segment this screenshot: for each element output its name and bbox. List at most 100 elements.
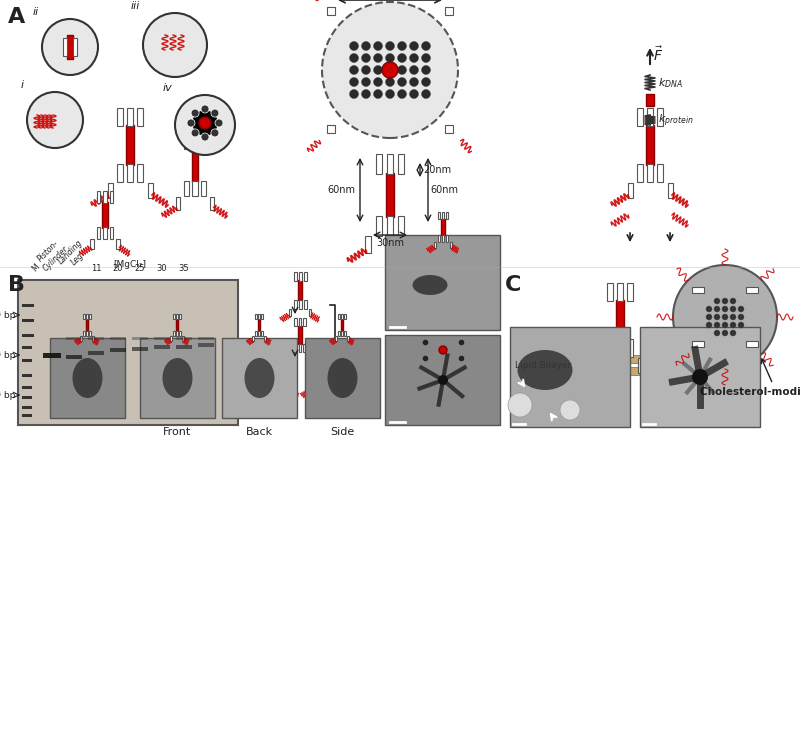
Text: 60nm: 60nm bbox=[430, 185, 458, 195]
Bar bbox=[303, 299, 306, 309]
Bar bbox=[22, 304, 34, 307]
Bar bbox=[88, 351, 104, 355]
Bar bbox=[308, 352, 310, 359]
Circle shape bbox=[386, 90, 394, 98]
Circle shape bbox=[438, 375, 448, 385]
Bar bbox=[86, 319, 88, 331]
Bar bbox=[438, 212, 440, 220]
Text: 30nm: 30nm bbox=[376, 238, 404, 248]
Bar bbox=[176, 331, 178, 336]
Bar bbox=[97, 191, 101, 203]
Bar bbox=[147, 182, 153, 198]
Bar bbox=[646, 94, 654, 106]
Circle shape bbox=[738, 314, 744, 320]
Bar bbox=[386, 216, 394, 236]
Circle shape bbox=[422, 90, 430, 98]
Bar bbox=[50, 338, 125, 418]
Circle shape bbox=[422, 41, 430, 51]
Bar bbox=[385, 235, 500, 330]
Bar bbox=[510, 327, 630, 427]
Circle shape bbox=[714, 314, 720, 320]
Text: 20: 20 bbox=[113, 264, 123, 273]
Bar bbox=[616, 300, 624, 340]
Bar bbox=[607, 339, 613, 357]
Bar bbox=[746, 341, 758, 347]
Bar bbox=[598, 357, 602, 373]
Bar bbox=[434, 242, 436, 248]
Bar bbox=[22, 359, 32, 362]
Bar bbox=[201, 134, 206, 149]
Text: Side: Side bbox=[330, 427, 354, 437]
Circle shape bbox=[362, 65, 370, 74]
Bar bbox=[277, 388, 279, 393]
Bar bbox=[281, 381, 282, 388]
Bar bbox=[179, 314, 181, 319]
Bar bbox=[110, 337, 126, 340]
Bar bbox=[284, 362, 286, 368]
Bar bbox=[137, 164, 143, 182]
Bar bbox=[22, 346, 32, 349]
Circle shape bbox=[42, 19, 98, 75]
Bar bbox=[647, 164, 653, 182]
Bar bbox=[344, 314, 346, 319]
Circle shape bbox=[410, 41, 418, 51]
Text: 60nm: 60nm bbox=[327, 185, 355, 195]
Circle shape bbox=[422, 54, 430, 62]
Bar bbox=[192, 148, 198, 182]
Bar bbox=[110, 348, 126, 352]
Bar bbox=[116, 240, 120, 249]
Bar bbox=[289, 309, 291, 316]
Circle shape bbox=[714, 306, 720, 312]
Text: Cholesterol-modified DNA: Cholesterol-modified DNA bbox=[700, 359, 800, 397]
Bar bbox=[261, 314, 263, 319]
Bar bbox=[264, 336, 266, 341]
Bar bbox=[386, 154, 394, 174]
Circle shape bbox=[508, 393, 532, 417]
Circle shape bbox=[175, 95, 235, 155]
Bar bbox=[446, 7, 454, 15]
Circle shape bbox=[362, 77, 370, 87]
Bar bbox=[261, 331, 263, 336]
Bar bbox=[176, 345, 192, 349]
Bar bbox=[258, 319, 260, 331]
Bar bbox=[450, 242, 452, 248]
Ellipse shape bbox=[327, 358, 358, 398]
Bar bbox=[89, 314, 91, 319]
Text: Front: Front bbox=[163, 427, 191, 437]
Circle shape bbox=[350, 54, 358, 62]
Bar bbox=[314, 368, 317, 382]
Bar bbox=[638, 357, 642, 373]
Circle shape bbox=[692, 369, 708, 385]
Bar bbox=[657, 164, 663, 182]
Bar bbox=[640, 327, 760, 427]
Bar bbox=[110, 191, 114, 203]
Text: M: M bbox=[30, 262, 42, 273]
Bar bbox=[326, 7, 334, 15]
Text: 11: 11 bbox=[90, 264, 102, 273]
Bar bbox=[438, 234, 440, 242]
Bar bbox=[341, 319, 343, 331]
Bar bbox=[442, 212, 444, 220]
Circle shape bbox=[422, 65, 430, 74]
Circle shape bbox=[374, 77, 382, 87]
Text: 25: 25 bbox=[134, 264, 146, 273]
Circle shape bbox=[215, 119, 223, 127]
Circle shape bbox=[722, 314, 728, 320]
Text: 6000 bp: 6000 bp bbox=[0, 310, 15, 320]
Bar bbox=[22, 406, 32, 409]
Circle shape bbox=[350, 65, 358, 74]
Circle shape bbox=[398, 90, 406, 98]
Bar bbox=[140, 338, 215, 418]
Bar bbox=[110, 227, 114, 239]
Bar bbox=[154, 337, 170, 340]
Bar bbox=[102, 202, 107, 228]
Bar bbox=[22, 414, 32, 417]
Bar bbox=[210, 197, 214, 209]
Bar bbox=[222, 338, 297, 418]
Text: A: A bbox=[8, 7, 26, 27]
Circle shape bbox=[191, 129, 199, 137]
Bar bbox=[386, 173, 394, 217]
Circle shape bbox=[211, 129, 219, 137]
Bar bbox=[667, 182, 673, 198]
Text: B: B bbox=[8, 275, 25, 295]
